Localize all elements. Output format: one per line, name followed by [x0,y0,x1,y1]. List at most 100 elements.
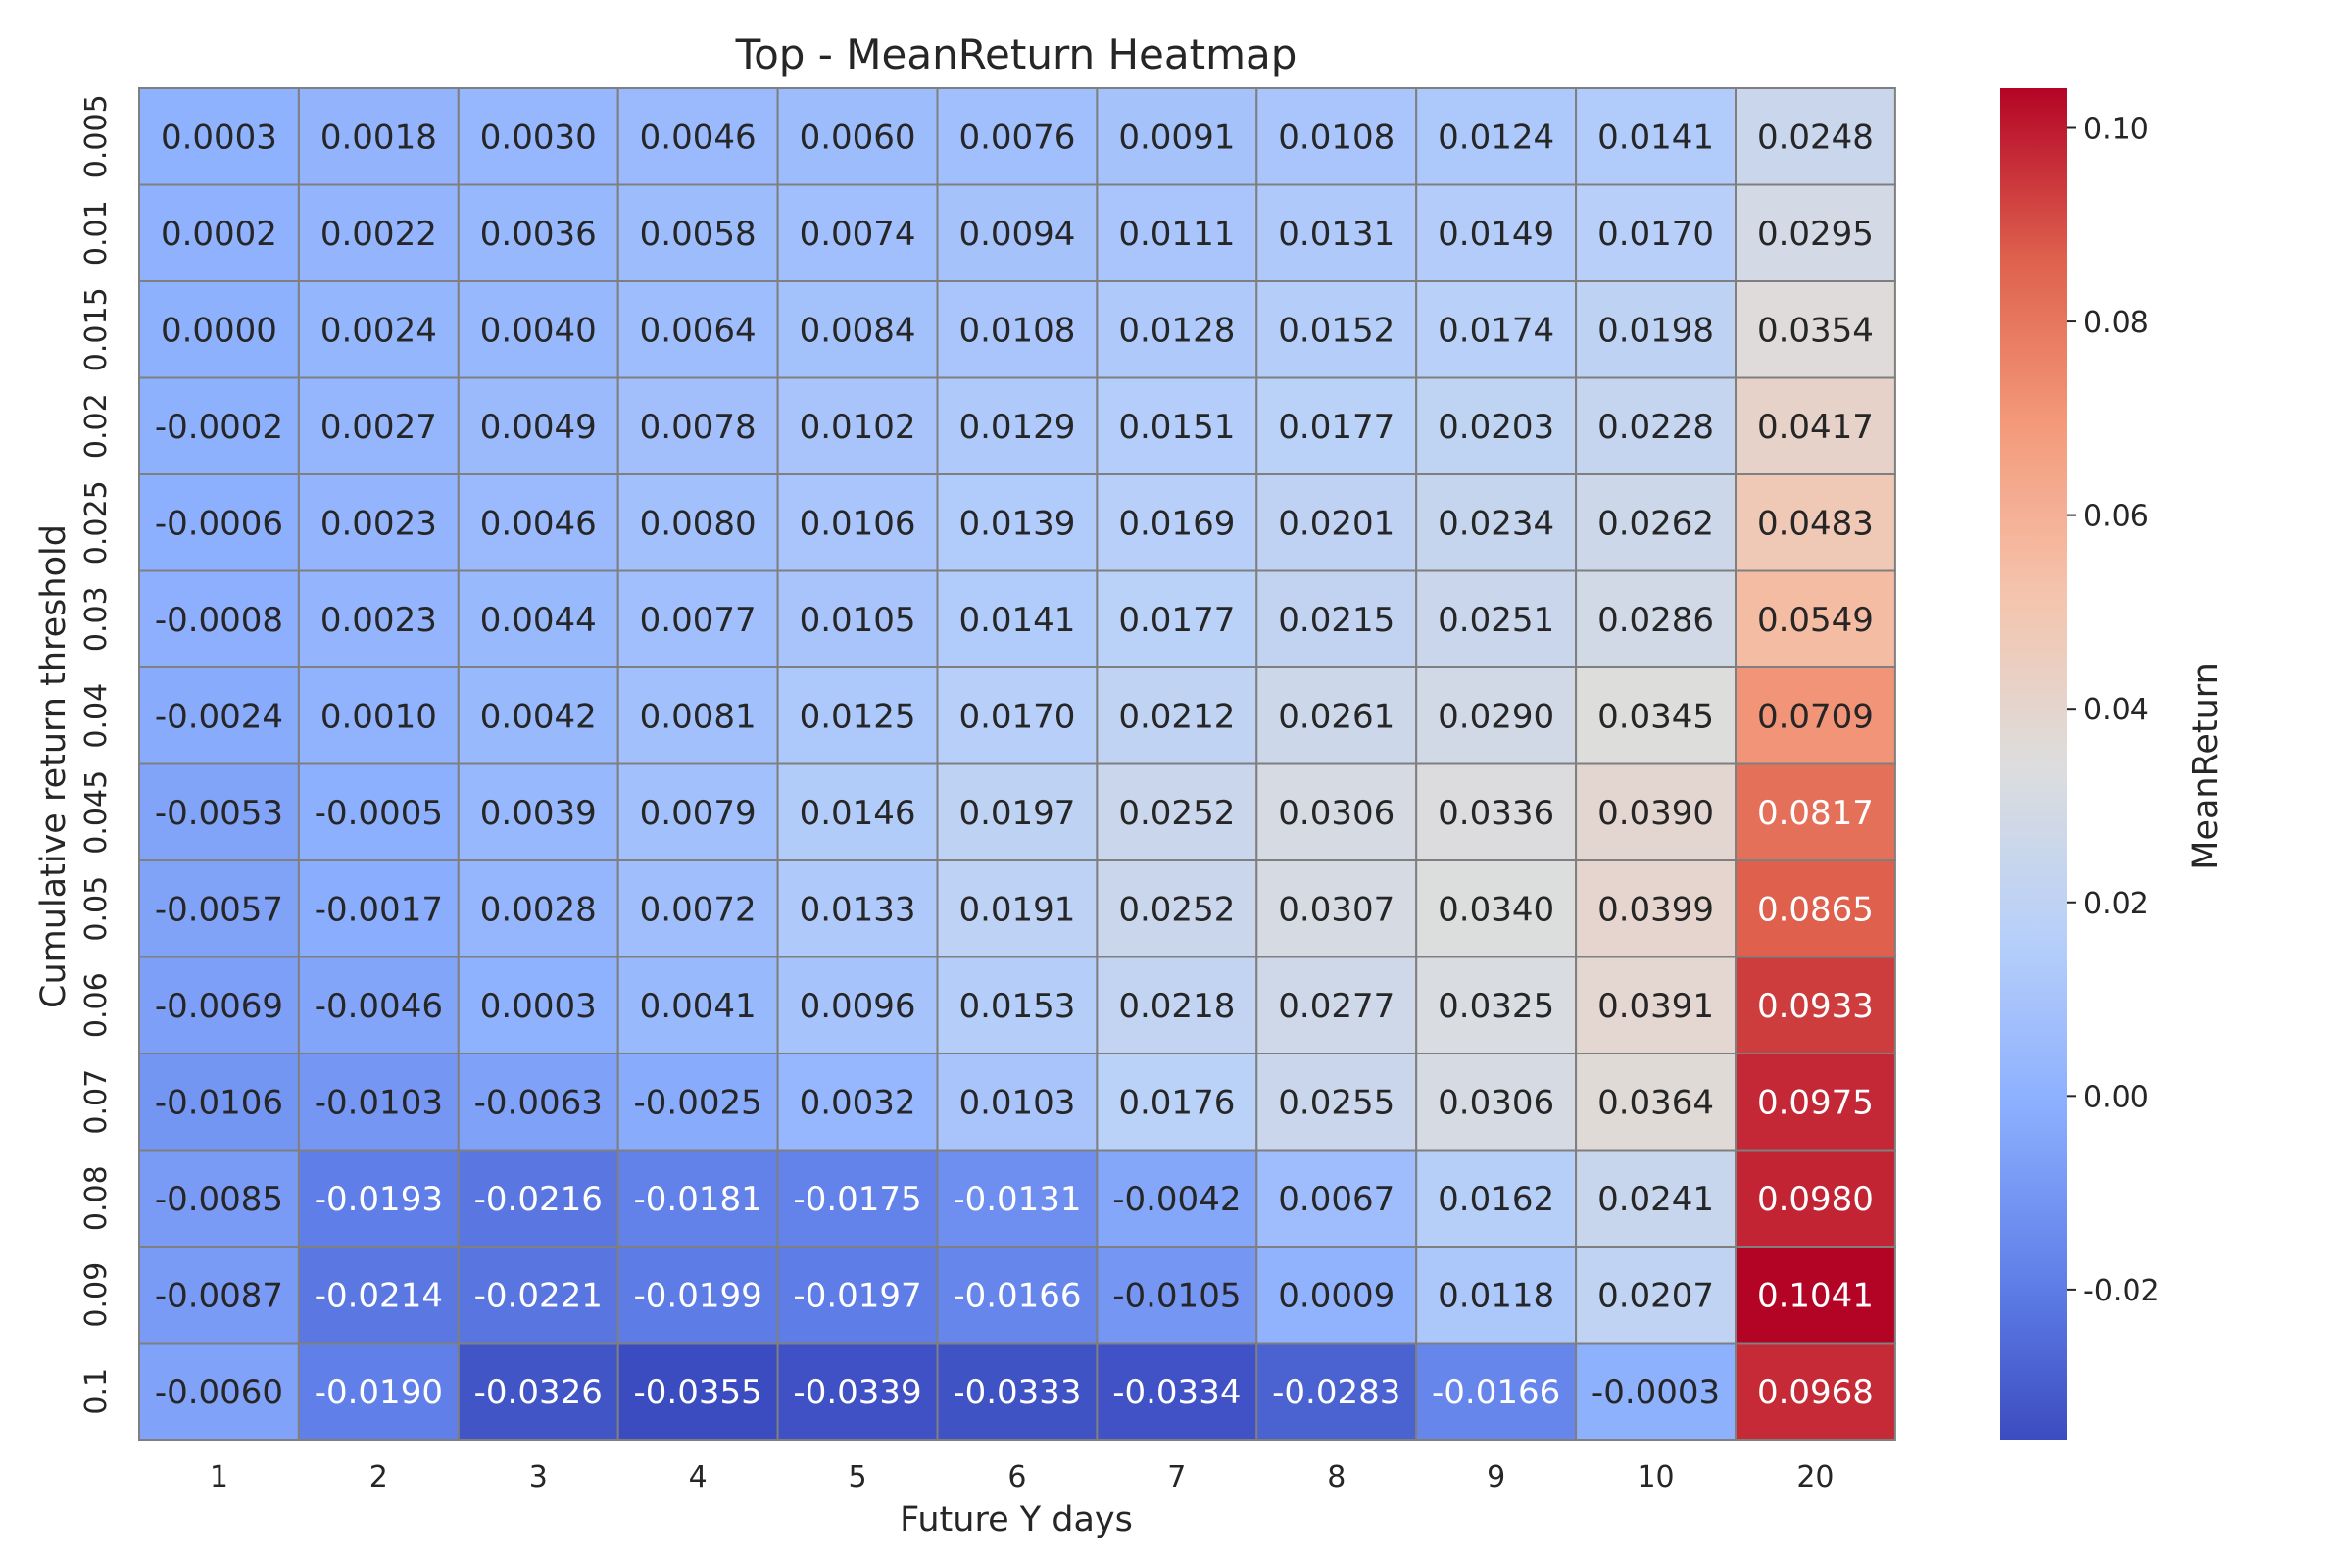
heatmap-cell [297,1246,460,1345]
cell-value-label: -0.0024 [155,697,283,736]
cell-value-label: 0.0058 [640,215,757,254]
heatmap-cell [936,859,1099,958]
cell-value-label: 0.0191 [958,890,1075,929]
cell-value-label: 0.0975 [1757,1083,1874,1122]
colorbar-tick-label: 0.10 [2083,113,2149,147]
heatmap-cell [457,1149,619,1248]
cell-value-label: 0.0290 [1438,697,1554,736]
y-tick-label: 0.04 [79,683,114,749]
cell-value-label: 0.0549 [1757,601,1874,640]
cell-value-label: -0.0053 [155,794,283,833]
heatmap-cell [1415,666,1578,765]
cell-value-label: 0.0040 [480,311,597,350]
heatmap-cell [138,1149,300,1248]
heatmap-cell [138,183,300,282]
heatmap-cell [1735,1342,1896,1441]
y-tick-label: 0.05 [79,876,114,942]
cell-value-label: 0.0234 [1438,504,1554,543]
cell-value-label: 0.0151 [1118,408,1235,447]
heatmap-cell [138,87,300,186]
heatmap-cell [297,1053,460,1152]
cell-value-label: 0.0041 [640,987,757,1026]
heatmap-cell [1096,183,1258,282]
heatmap-cell [1735,183,1896,282]
cell-value-label: 0.0027 [320,408,437,447]
heatmap-cell [1415,473,1578,572]
cell-value-label: 0.0106 [800,504,916,543]
y-tick-label: 0.02 [79,393,114,459]
y-tick-labels: 0.005 0.01 0.015 0.02 0.025 0.03 0.04 0.045 0.05… [79,94,114,1414]
heatmap-cell [1575,859,1737,958]
cell-value-label: 0.0153 [958,987,1075,1026]
cell-value-label: 0.0023 [320,601,437,640]
x-tick-label: 1 [210,1460,228,1494]
heatmap-cell [138,762,300,861]
cell-value-label: -0.0008 [155,601,283,640]
heatmap-cell [616,1342,779,1441]
heatmap-cell [457,956,619,1054]
cell-value-label: 0.0078 [640,408,757,447]
cell-value-label: 0.0000 [161,311,277,350]
cell-value-label: 0.0354 [1757,311,1874,350]
heatmap-cell [138,473,300,572]
heatmap-cell [457,280,619,379]
cell-value-label: 0.0133 [800,890,916,929]
heatmap-cell [457,376,619,475]
cell-value-label: -0.0283 [1272,1373,1400,1412]
cell-value-label: -0.0166 [1432,1373,1560,1412]
x-tick-label: 4 [689,1460,708,1494]
cell-value-label: 0.1041 [1757,1276,1874,1315]
cell-value-label: 0.0076 [958,118,1075,157]
y-tick-label: 0.01 [79,200,114,266]
heatmap-cell [1255,666,1418,765]
cell-value-label: -0.0175 [793,1180,921,1219]
heatmap-cell [1735,1246,1896,1345]
cell-value-label: 0.0174 [1438,311,1554,350]
cell-value-label: -0.0103 [315,1083,443,1122]
cell-value-label: 0.0024 [320,311,437,350]
cell-value-label: -0.0190 [315,1373,443,1412]
cell-value-label: -0.0017 [315,890,443,929]
cell-value-label: 0.0198 [1597,311,1714,350]
cell-value-label: 0.0295 [1757,215,1874,254]
cell-value-label: 0.0018 [320,118,437,157]
cell-value-label: 0.0074 [800,215,916,254]
cell-value-label: 0.0252 [1118,890,1235,929]
cell-value-label: 0.0277 [1278,987,1395,1026]
heatmap-cell [1096,1246,1258,1345]
cell-value-label: 0.0103 [958,1083,1075,1122]
heatmap-cell [1255,859,1418,958]
cell-value-label: 0.0197 [958,794,1075,833]
cell-value-label: 0.0039 [480,794,597,833]
heatmap-cell [936,280,1099,379]
heatmap-cell [1735,569,1896,668]
cell-value-label: 0.0152 [1278,311,1395,350]
cell-value-label: -0.0003 [1592,1373,1720,1412]
x-tick-labels: 1 2 3 4 5 6 7 8 9 10 20 [210,1460,1835,1494]
y-axis-label: Cumulative return threshold [34,524,74,1008]
cell-value-label: 0.0080 [640,504,757,543]
heatmap-cell [1096,762,1258,861]
cell-value-label: 0.0262 [1597,504,1714,543]
heatmap-cell [616,666,779,765]
heatmap-cell [936,1053,1099,1152]
cell-value-label: -0.0199 [634,1276,762,1315]
cell-value-label: 0.0968 [1757,1373,1874,1412]
cell-value-label: 0.0032 [800,1083,916,1122]
cell-value-label: 0.0042 [480,697,597,736]
cell-value-label: -0.0214 [315,1276,443,1315]
heatmap-cell [936,473,1099,572]
heatmap-cell [776,1053,939,1152]
cell-value-label: 0.0345 [1597,697,1714,736]
cell-value-label: 0.0149 [1438,215,1554,254]
cell-value-label: -0.0005 [315,794,443,833]
heatmap-cell [1415,280,1578,379]
heatmap-cell [457,1246,619,1345]
cell-value-label: 0.0105 [800,601,916,640]
heatmap-cell [776,1149,939,1248]
x-tick-label: 8 [1327,1460,1346,1494]
cell-value-label: -0.0002 [155,408,283,447]
cell-value-label: 0.0336 [1438,794,1554,833]
heatmap-cell [1415,569,1578,668]
chart-title: Top - MeanReturn Heatmap [735,30,1298,78]
